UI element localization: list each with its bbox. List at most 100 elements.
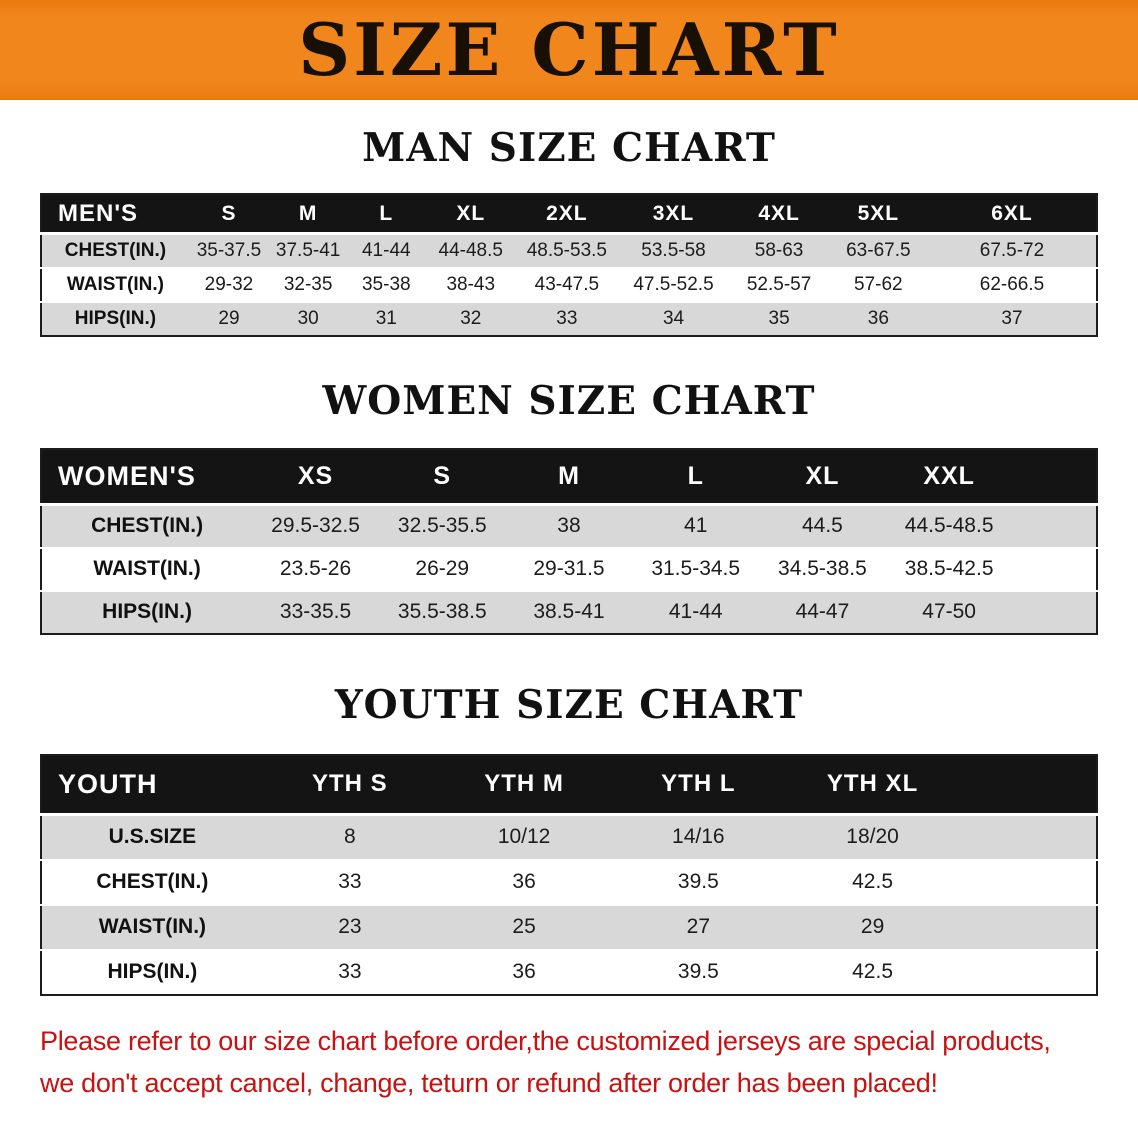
men-value-cell: 32 <box>460 307 482 329</box>
women-value-cell: 44.5-48.5 <box>904 514 994 538</box>
men-value-cell: 29-32 <box>204 273 254 295</box>
youth-column-yth-m: YTH M <box>436 754 612 817</box>
youth-row-label: WAIST(IN.) <box>98 915 207 939</box>
youth-value-cell: 29 <box>860 915 885 939</box>
men-value-cell: 57-62 <box>854 273 903 295</box>
men-column-s: S <box>188 193 270 236</box>
women-value-cell: 41-44 <box>668 600 723 624</box>
youth-value-cell: 33 <box>338 870 362 894</box>
women-column-xl: XL <box>759 448 886 507</box>
women-value-cell: 44-47 <box>795 600 850 624</box>
youth-row-u-s-size: U.S.SIZE 8 10/12 14/16 18/20 <box>41 814 1097 860</box>
youth-row-waist-in-: WAIST(IN.) 23 25 27 29 <box>41 904 1097 950</box>
men-value-cell: 37.5-41 <box>275 240 341 262</box>
women-column-m: M <box>505 448 633 507</box>
men-value-cell: 62-66.5 <box>979 273 1045 295</box>
men-value-cell: 35-38 <box>361 273 411 295</box>
men-value-cell: 58-63 <box>754 240 804 262</box>
men-value-cell: 29 <box>218 307 240 329</box>
men-value-cell: 41-44 <box>361 240 411 262</box>
women-value-cell: 47-50 <box>922 600 976 624</box>
size-chart-sections: MAN SIZE CHART MEN'S S M L XL 2XL 3XL 4XL 5XL 6XL C… <box>0 126 1138 996</box>
page-title: SIZE CHART <box>298 7 840 92</box>
men-value-cell: 37 <box>1001 307 1023 329</box>
women-column-xs: XS <box>252 448 379 507</box>
men-column-3xl: 3XL <box>617 193 730 236</box>
youth-value-cell: 39.5 <box>677 870 719 894</box>
youth-column-yth-s: YTH S <box>262 754 437 817</box>
youth-value-cell: 25 <box>512 915 536 939</box>
men-value-cell: 38-43 <box>446 273 496 295</box>
women-header-row: WOMEN'S XS S M L XL XXL <box>41 448 1097 507</box>
youth-column-yth-xl: YTH XL <box>785 754 960 817</box>
men-value-cell: 48.5-53.5 <box>526 240 607 262</box>
women-value-cell: 32.5-35.5 <box>397 514 487 538</box>
women-size-table: WOMEN'S XS S M L XL XXL CHEST(IN.) 29.5-32.5 32.5… <box>40 447 1098 635</box>
women-value-cell: 33-35.5 <box>279 600 352 624</box>
men-value-cell: 31 <box>375 307 397 329</box>
men-value-cell: 53.5-58 <box>641 240 706 262</box>
footer-note-line-2: we don't accept cancel, change, teturn o… <box>40 1067 938 1098</box>
youth-value-cell: 39.5 <box>677 960 719 984</box>
men-row-waist-in-: WAIST(IN.) 29-32 32-35 35-38 38-43 43-47.5 47.… <box>41 267 1097 302</box>
women-column-xxl: XXL <box>885 448 1013 507</box>
footer-note-line-1: Please refer to our size chart before or… <box>40 1025 1051 1056</box>
women-value-cell: 31.5-34.5 <box>651 557 741 581</box>
men-section-title: MAN SIZE CHART <box>362 125 776 171</box>
youth-value-cell: 42.5 <box>852 960 893 984</box>
youth-value-cell: 8 <box>344 825 356 849</box>
men-value-cell: 47.5-52.5 <box>633 273 714 295</box>
men-column-men-s: MEN'S <box>41 193 189 236</box>
men-row-label: WAIST(IN.) <box>66 273 164 295</box>
size-chart-banner: SIZE CHART <box>0 0 1138 100</box>
men-value-cell: 35-37.5 <box>196 240 262 262</box>
youth-size-table: YOUTH YTH S YTH M YTH L YTH XL U.S.SIZE 8 10/12… <box>40 753 1098 996</box>
youth-value-cell: 23 <box>338 915 362 939</box>
youth-spacer-cell <box>960 905 1097 950</box>
women-row-label: CHEST(IN.) <box>91 514 204 538</box>
youth-row-label: U.S.SIZE <box>108 825 197 849</box>
youth-value-cell: 33 <box>338 960 362 984</box>
men-column-l: L <box>347 193 426 236</box>
men-value-cell: 52.5-57 <box>746 273 812 295</box>
women-row-waist-in-: WAIST(IN.) 23.5-26 26-29 29-31.5 31.5-34.5 34… <box>41 547 1097 591</box>
women-value-cell: 38.5-42.5 <box>904 557 994 581</box>
youth-header-row: YOUTH YTH S YTH M YTH L YTH XL <box>41 754 1097 817</box>
men-row-label: CHEST(IN.) <box>64 240 167 262</box>
youth-spacer-cell <box>960 860 1097 905</box>
youth-row-chest-in-: CHEST(IN.) 33 36 39.5 42.5 <box>41 859 1097 905</box>
women-value-cell: 26-29 <box>415 557 470 581</box>
youth-spacer-cell <box>960 815 1097 860</box>
men-value-cell: 63-67.5 <box>846 240 911 262</box>
men-value-cell: 34 <box>662 307 685 329</box>
men-column-m: M <box>269 193 348 236</box>
men-row-chest-in-: CHEST(IN.) 35-37.5 37.5-41 41-44 44-48.5 48.5… <box>41 233 1097 268</box>
men-value-cell: 43-47.5 <box>534 273 600 295</box>
youth-column-spacer <box>959 754 1097 817</box>
women-column-spacer <box>1012 448 1097 507</box>
men-value-cell: 30 <box>297 307 319 329</box>
youth-column-yth-l: YTH L <box>611 754 786 817</box>
men-column-xl: XL <box>425 193 517 236</box>
women-value-cell: 23.5-26 <box>279 557 352 581</box>
men-size-table: MEN'S S M L XL 2XL 3XL 4XL 5XL 6XL CHEST(IN.) 35-37… <box>40 192 1098 337</box>
youth-section-title: YOUTH SIZE CHART <box>334 681 804 728</box>
youth-row-hips-in-: HIPS(IN.) 33 36 39.5 42.5 <box>41 949 1097 995</box>
men-value-cell: 44-48.5 <box>438 240 503 262</box>
women-row-label: WAIST(IN.) <box>93 557 201 581</box>
youth-value-cell: 10/12 <box>497 825 551 849</box>
men-column-5xl: 5XL <box>828 193 928 236</box>
footer-note: Please refer to our size chart before or… <box>40 1020 1100 1104</box>
women-column-women-s: WOMEN'S <box>41 448 253 507</box>
women-column-l: L <box>632 448 760 507</box>
women-column-s: S <box>378 448 506 507</box>
women-value-cell: 34.5-38.5 <box>778 557 867 581</box>
youth-value-cell: 36 <box>512 960 536 984</box>
men-value-cell: 67.5-72 <box>979 240 1045 262</box>
men-value-cell: 35 <box>768 307 790 329</box>
women-section-title: WOMEN SIZE CHART <box>322 377 816 424</box>
youth-size-section: YOUTH SIZE CHART YOUTH YTH S YTH M YTH L YTH … <box>0 681 1138 996</box>
women-value-cell: 38 <box>557 514 581 538</box>
youth-value-cell: 27 <box>686 915 711 939</box>
youth-value-cell: 14/16 <box>672 825 725 849</box>
